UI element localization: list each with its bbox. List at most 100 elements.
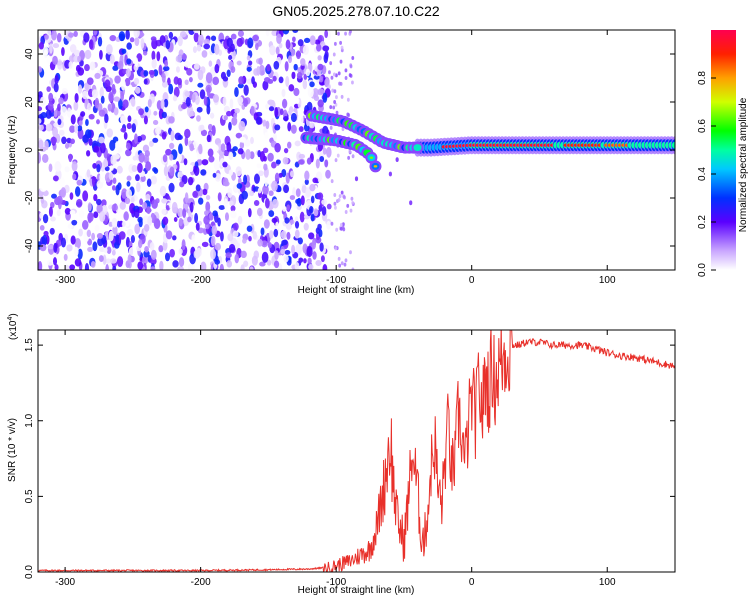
noise-speck [332, 52, 336, 57]
noise-speck [130, 96, 136, 107]
noise-speck [188, 30, 195, 36]
noise-speck [134, 86, 141, 94]
noise-speck [303, 222, 309, 231]
noise-speck [338, 263, 342, 268]
noise-speck [307, 86, 314, 98]
spectrogram-y-label: Frequency (Hz) [7, 116, 18, 185]
noise-speck [304, 170, 310, 181]
noise-speck [48, 92, 54, 102]
noise-speck [341, 225, 345, 230]
noise-speck [86, 150, 91, 157]
noise-speck [115, 234, 120, 246]
noise-speck [351, 154, 355, 159]
noise-speck [237, 205, 244, 213]
y-tick-label: 1.0 [24, 413, 35, 427]
noise-speck [250, 136, 254, 145]
noise-speck [317, 88, 325, 96]
noise-speck [165, 39, 171, 50]
noise-speck [286, 204, 291, 211]
noise-speck [235, 132, 243, 139]
noise-speck [134, 36, 140, 47]
noise-speck [228, 151, 234, 160]
noise-speck [183, 158, 188, 166]
noise-speck [132, 155, 138, 161]
noise-speck [38, 106, 43, 112]
noise-speck [71, 161, 78, 172]
noise-speck [162, 216, 169, 226]
noise-speck [210, 249, 216, 260]
noise-speck [238, 76, 244, 85]
noise-speck [165, 148, 172, 156]
noise-speck [333, 89, 337, 94]
noise-speck [306, 157, 312, 165]
noise-speck [151, 50, 156, 61]
noise-speck [83, 32, 90, 43]
noise-speck [104, 79, 111, 88]
noise-speck [77, 248, 83, 260]
noise-speck [139, 198, 144, 206]
noise-speck [150, 266, 156, 270]
noise-speck [158, 245, 164, 253]
x-tick-label: 100 [599, 275, 616, 286]
noise-speck [284, 217, 290, 224]
noise-speck [177, 77, 182, 86]
noise-speck [121, 221, 126, 227]
noise-speck [201, 241, 209, 248]
noise-speck [205, 201, 211, 213]
noise-speck [328, 70, 331, 75]
noise-speck [184, 192, 189, 204]
noise-speck [116, 165, 123, 174]
noise-speck [243, 98, 249, 107]
noise-speck [176, 66, 180, 73]
noise-speck [337, 256, 341, 261]
x-tick-label: -100 [326, 577, 346, 588]
noise-speck [201, 159, 209, 166]
noise-speck [104, 166, 110, 172]
noise-speck [111, 203, 118, 212]
noise-speck [255, 42, 259, 51]
noise-speck [172, 260, 179, 268]
y-tick-label: 40 [24, 48, 35, 60]
noise-speck [310, 195, 315, 204]
y-tick-label: -20 [24, 190, 35, 205]
noise-speck [340, 190, 344, 195]
noise-speck [317, 223, 322, 231]
noise-speck [303, 73, 308, 81]
noise-speck [77, 67, 85, 76]
noise-speck [218, 205, 226, 210]
noise-speck [169, 153, 174, 161]
noise-speck [212, 144, 219, 152]
noise-speck [46, 56, 52, 65]
noise-speck [45, 123, 53, 132]
noise-speck [143, 70, 149, 77]
noise-speck [39, 212, 44, 219]
noise-speck [329, 105, 333, 110]
noise-speck [156, 100, 162, 110]
noise-speck [282, 205, 287, 212]
noise-speck [74, 92, 79, 103]
noise-speck [191, 234, 196, 243]
noise-speck [70, 138, 75, 145]
noise-speck [109, 258, 117, 264]
noise-speck [85, 119, 89, 127]
noise-speck [84, 262, 90, 270]
ridge-blob-core [369, 156, 374, 159]
noise-speck [131, 123, 136, 133]
noise-speck [251, 76, 255, 85]
noise-speck [133, 30, 140, 38]
noise-speck [76, 179, 83, 186]
noise-speck [124, 197, 131, 205]
noise-speck [271, 198, 279, 209]
noise-speck [246, 66, 252, 72]
noise-speck [150, 249, 157, 260]
noise-speck [121, 48, 127, 54]
noise-speck [108, 91, 114, 103]
noise-speck [111, 217, 118, 228]
noise-speck [96, 198, 102, 206]
noise-speck [113, 107, 119, 116]
noise-speck [120, 79, 126, 91]
noise-speck [256, 207, 263, 217]
noise-speck [187, 176, 194, 186]
noise-speck [206, 86, 211, 98]
noise-speck [64, 264, 70, 270]
